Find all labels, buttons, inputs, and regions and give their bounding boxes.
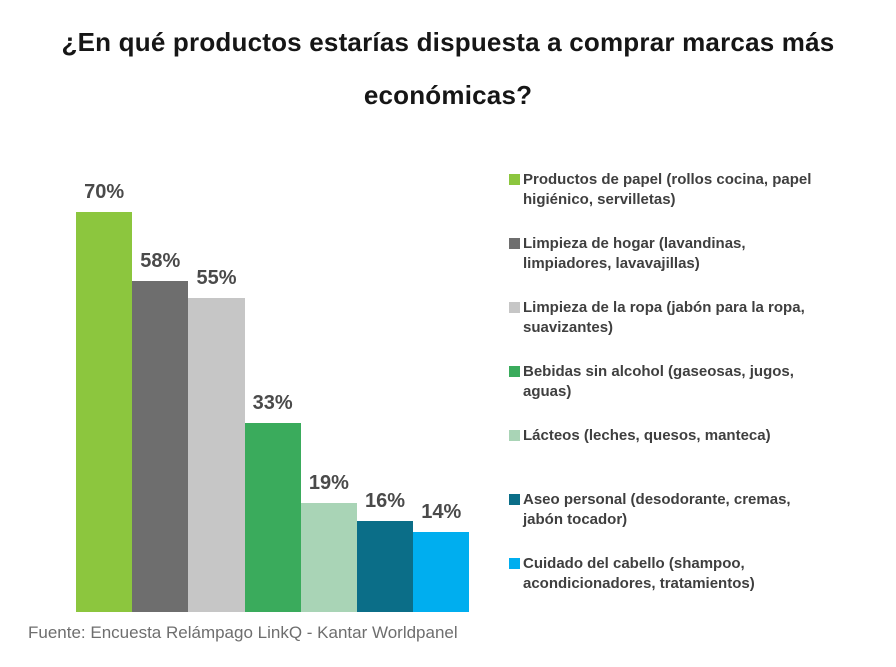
legend: Productos de papel (rollos cocina, papel… [509,170,881,618]
bar-rect [76,212,133,612]
bar-value-label: 16% [365,489,406,512]
legend-item: Lácteos (leches, quesos, manteca) [509,426,881,490]
bar: 14% [413,501,470,612]
bar-value-label: 33% [252,392,293,415]
legend-item-label: Limpieza de hogar (lavandinas, limpiador… [523,235,746,272]
bar-rect [413,532,470,612]
bar-rect [132,280,189,612]
bar-rect [356,520,414,612]
bar: 70% [76,181,133,612]
legend-swatch-icon [509,494,520,505]
bar-group: 70% 58% 55% 33% 19% 16% 14% [76,181,470,612]
legend-swatch-icon [509,238,520,249]
bar: 58% [132,250,189,612]
bar: 33% [244,392,301,612]
bar-value-label: 14% [421,501,462,523]
legend-item-label: Limpieza de la ropa (jabón para la ropa,… [523,299,805,336]
legend-item-label: Aseo personal (desodorante, cremas, jabó… [523,491,791,528]
bar: 19% [300,472,357,612]
bar: 55% [188,267,245,612]
legend-swatch-icon [509,430,520,441]
legend-swatch-icon [509,302,520,313]
bar-value-label: 58% [140,249,181,272]
bar-value-label: 55% [196,266,237,289]
legend-item-label: Cuidado del cabello (shampoo, acondicion… [523,555,755,592]
legend-swatch-icon [509,174,520,185]
bar-value-label: 70% [84,181,125,203]
bar: 16% [356,490,414,612]
bar-rect [188,297,245,612]
legend-item: Limpieza de hogar (lavandinas, limpiador… [509,234,881,298]
bar-value-label: 19% [308,472,349,495]
chart-title: ¿En qué productos estarías dispuesta a c… [61,27,835,110]
legend-swatch-icon [509,558,520,569]
bar-rect [244,423,301,612]
legend-item-label: Bebidas sin alcohol (gaseosas, jugos, ag… [523,363,794,400]
legend-item-label: Productos de papel (rollos cocina, papel… [523,171,812,208]
legend-item: Cuidado del cabello (shampoo, acondicion… [509,554,881,618]
legend-item-label: Lácteos (leches, quesos, manteca) [523,427,771,444]
legend-item: Aseo personal (desodorante, cremas, jabó… [509,490,881,554]
bar-rect [300,503,357,612]
legend-swatch-icon [509,366,520,377]
legend-item: Limpieza de la ropa (jabón para la ropa,… [509,298,881,362]
source-note: Fuente: Encuesta Relámpago LinkQ - Kanta… [28,623,458,642]
legend-item: Bebidas sin alcohol (gaseosas, jugos, ag… [509,362,881,426]
legend-item: Productos de papel (rollos cocina, papel… [509,170,881,234]
